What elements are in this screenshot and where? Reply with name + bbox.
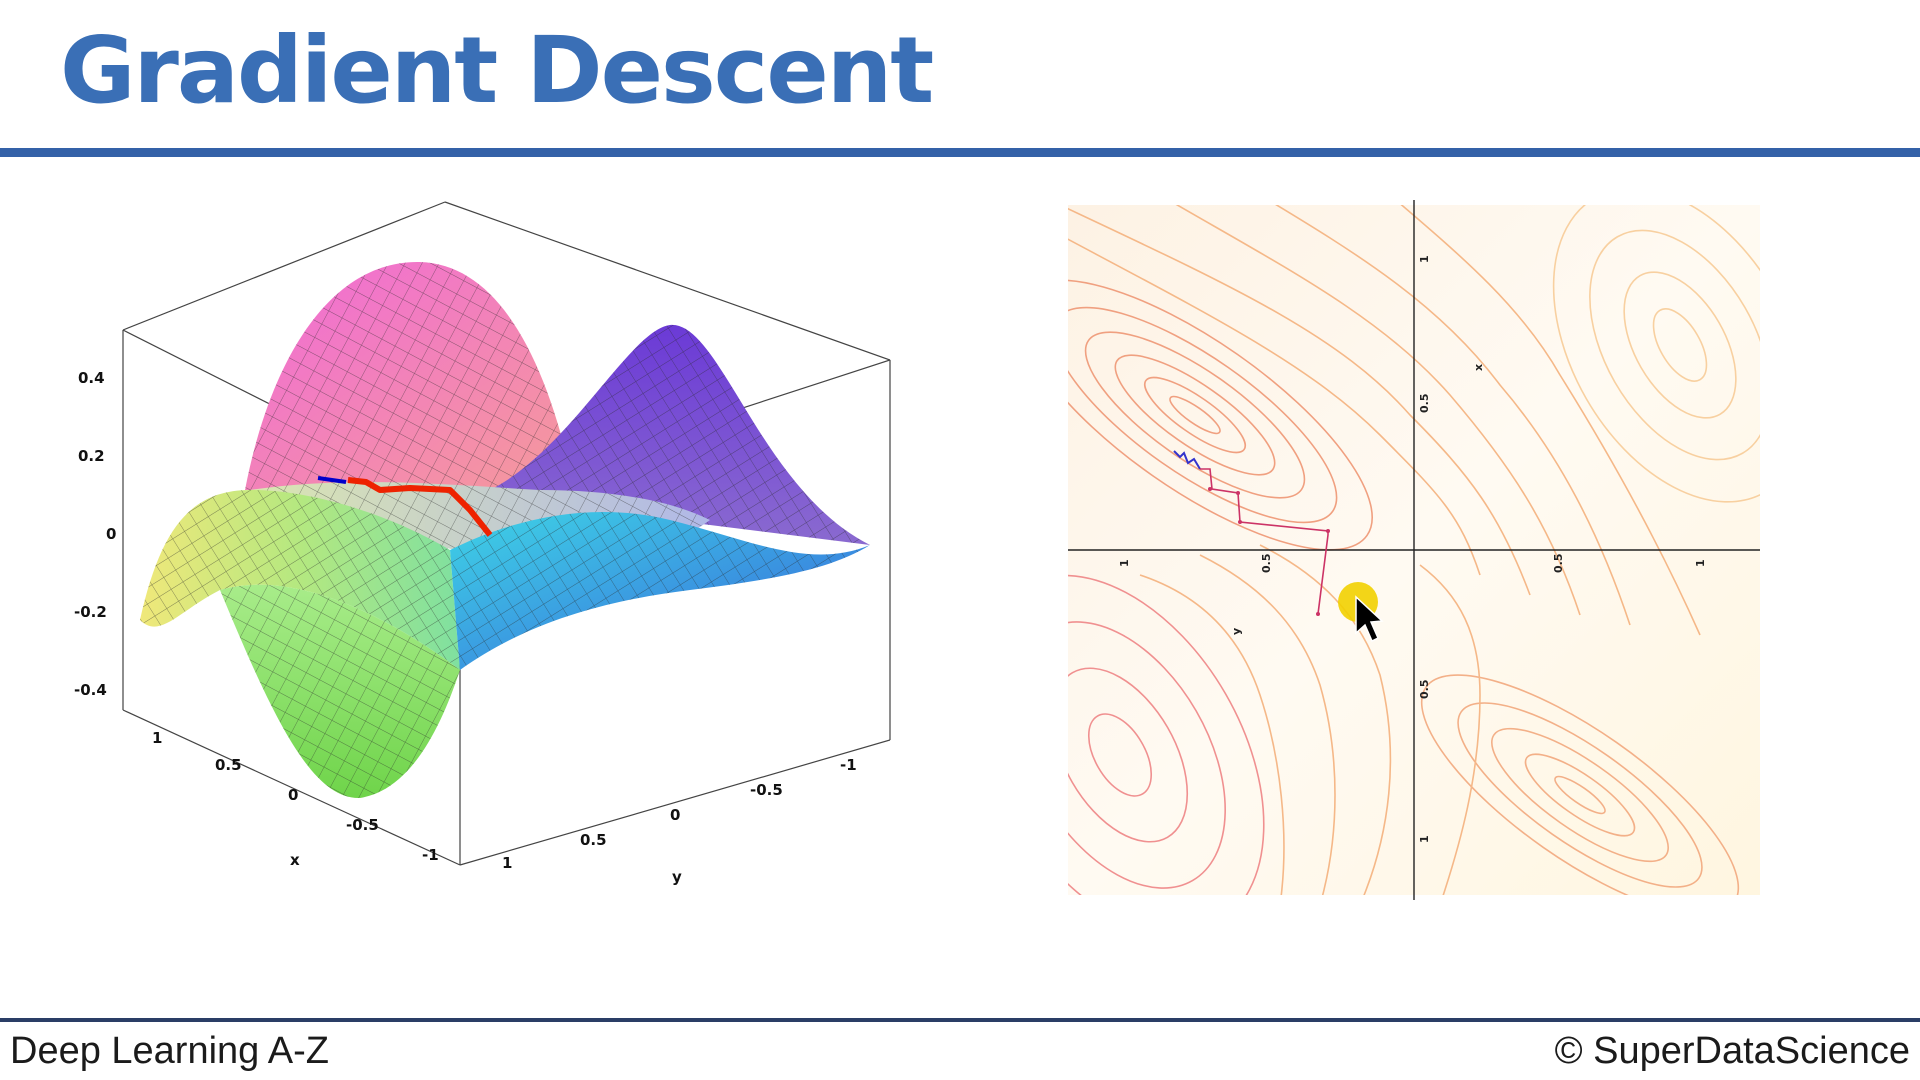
- y-tick: -1: [840, 756, 857, 774]
- surface-mesh: [140, 261, 870, 799]
- y-tick: -0.5: [750, 781, 783, 799]
- copyright-notice: © SuperDataScience: [1554, 1030, 1910, 1072]
- contour-y-tick: 1: [1418, 255, 1431, 263]
- contour-valley-left: [1068, 279, 1373, 551]
- y-tick: 1: [502, 854, 512, 872]
- z-tick: 0.4: [78, 369, 105, 387]
- contour-x-ticks: 1 0.5 0.5 1: [1118, 554, 1707, 574]
- contour-y-tick: 1: [1418, 835, 1431, 843]
- course-name: Deep Learning A-Z: [10, 1030, 329, 1072]
- contour-x-label: x: [1472, 364, 1485, 371]
- contour-y-label: y: [1230, 628, 1243, 635]
- x-axis-ticks: 1 0.5 0 -0.5 -1: [152, 729, 439, 864]
- x-tick: -0.5: [346, 816, 379, 834]
- contour-hill-left: [1068, 574, 1265, 895]
- contour-descent-path-red: [1200, 468, 1329, 615]
- x-tick: 0: [288, 786, 298, 804]
- z-tick: -0.2: [74, 603, 107, 621]
- x-tick: 0.5: [215, 756, 242, 774]
- x-axis-label: x: [290, 851, 300, 869]
- y-axis-ticks: 1 0.5 0 -0.5 -1: [502, 756, 857, 872]
- contour-x-tick: 0.5: [1260, 554, 1273, 574]
- contour-valley-right: [1420, 674, 1740, 895]
- contour-hill-right: [1552, 205, 1760, 503]
- slide-title: Gradient Descent: [60, 17, 934, 124]
- x-tick: -1: [422, 846, 439, 864]
- mouse-cursor-icon: [1338, 582, 1384, 643]
- z-tick: 0: [106, 525, 116, 543]
- footer-divider: [0, 1018, 1920, 1022]
- descent-path-blue: [317, 476, 347, 484]
- contour-y-tick: 0.5: [1418, 680, 1431, 700]
- path-points: [1208, 487, 1330, 616]
- z-axis-ticks: 0.4 0.2 0 -0.2 -0.4: [74, 369, 116, 699]
- z-tick: -0.4: [74, 681, 107, 699]
- contour-y-tick: 0.5: [1418, 394, 1431, 414]
- title-divider: [0, 148, 1920, 157]
- x-tick: 1: [152, 729, 162, 747]
- contour-plot: 1 0.5 0.5 1 1 0.5 0.5 1 x y: [1068, 200, 1760, 900]
- z-tick: 0.2: [78, 447, 105, 465]
- contour-x-tick: 1: [1694, 559, 1707, 567]
- contour-y-ticks: 1 0.5 0.5 1: [1418, 255, 1431, 843]
- descent-path-red: [347, 477, 493, 537]
- contour-descent-path-blue: [1173, 450, 1201, 470]
- y-tick: 0: [670, 806, 680, 824]
- contour-x-tick: 1: [1118, 559, 1131, 567]
- surface-plot: 0.4 0.2 0 -0.2 -0.4 1 0.5 0 -0.5 -1 x 1 …: [74, 201, 891, 886]
- y-tick: 0.5: [580, 831, 607, 849]
- contour-saddle: [1068, 205, 1701, 895]
- y-axis-label: y: [672, 868, 682, 886]
- contour-x-tick: 0.5: [1552, 554, 1565, 574]
